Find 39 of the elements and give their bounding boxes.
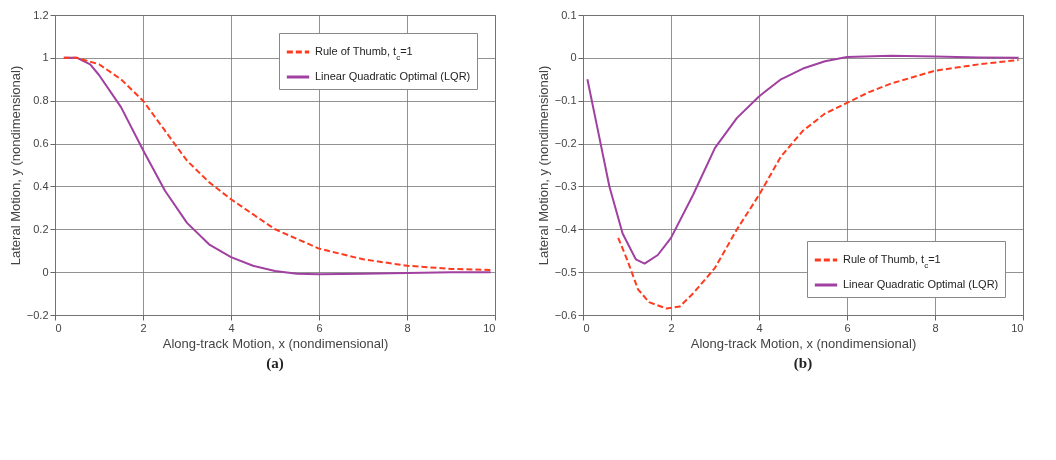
legend-label: Rule of Thumb, t$_{c}$=1 <box>315 45 413 62</box>
line-series <box>617 59 1020 310</box>
x-tick-label: 6 <box>844 321 851 334</box>
y-tick-label: −0.1 <box>554 94 577 107</box>
y-tick-label: 1 <box>42 51 49 64</box>
x-axis-title: Along-track Motion, x (nondimensional) <box>162 335 389 351</box>
y-tick-label: −0.4 <box>554 222 577 235</box>
x-tick-label: 2 <box>140 321 147 334</box>
text: (b) <box>793 355 813 372</box>
y-tick-label: −0.2 <box>554 137 577 150</box>
x-tick-label: 10 <box>1011 321 1024 334</box>
legend-label: Linear Quadratic Optimal (LQR) <box>315 70 471 82</box>
y-tick-label: 0 <box>42 265 49 278</box>
x-tick-label: 0 <box>583 321 590 334</box>
x-tick-label: 2 <box>668 321 675 334</box>
legend-label: Rule of Thumb, t$_{c}$=1 <box>843 253 941 270</box>
y-tick-label: −0.6 <box>554 308 577 321</box>
y-tick-label: 1.2 <box>33 8 49 21</box>
y-tick-label: 0.8 <box>33 94 49 107</box>
x-tick-label: 8 <box>932 321 939 334</box>
x-tick-label: 4 <box>756 321 763 334</box>
y-tick-label: 0.2 <box>33 222 49 235</box>
y-axis-title: Lateral Motion, y (nondimensional) <box>535 65 551 266</box>
y-tick-label: −0.5 <box>554 265 577 278</box>
legend-label: Linear Quadratic Optimal (LQR) <box>843 278 999 290</box>
y-tick-label: −0.2 <box>26 308 49 321</box>
y-tick-label: 0 <box>570 51 577 64</box>
x-tick-label: 8 <box>404 321 411 334</box>
y-tick-label: −0.3 <box>554 179 577 192</box>
x-axis-title: Along-track Motion, x (nondimensional) <box>690 335 917 351</box>
y-tick-label: 0.4 <box>33 179 49 192</box>
text: (a) <box>266 355 284 372</box>
y-axis-title: Lateral Motion, y (nondimensional) <box>7 65 23 266</box>
x-tick-label: 6 <box>316 321 323 334</box>
x-tick-label: 0 <box>55 321 62 334</box>
x-tick-label: 4 <box>228 321 235 334</box>
y-tick-label: 0.6 <box>33 137 49 150</box>
y-tick-label: 0.1 <box>561 8 577 21</box>
x-tick-label: 10 <box>483 321 496 334</box>
